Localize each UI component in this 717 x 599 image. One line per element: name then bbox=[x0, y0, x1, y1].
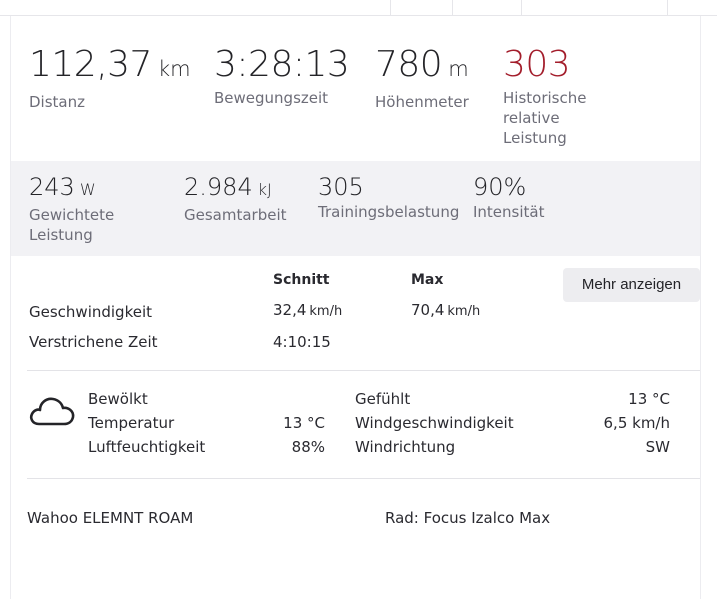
stat-moving-time: 3:28:13 Bewegungszeit bbox=[214, 44, 350, 108]
stat-distance: 112,37 km Distanz bbox=[29, 45, 191, 112]
stat-total-work-value: 2.984 bbox=[184, 173, 253, 201]
stat-elevation-unit: m bbox=[448, 57, 469, 81]
label-line: relative bbox=[503, 109, 560, 127]
speed-max-value: 70,4 bbox=[411, 301, 445, 319]
panel-right-border bbox=[700, 16, 701, 599]
stat-total-work-unit: kJ bbox=[257, 180, 272, 199]
label-line: Gewichtete bbox=[29, 206, 115, 224]
stat-weighted-power-unit: W bbox=[79, 180, 96, 199]
feels-like-value: 13 °C bbox=[628, 390, 670, 408]
wind-direction-value: SW bbox=[645, 438, 670, 456]
show-more-button[interactable]: Mehr anzeigen bbox=[563, 268, 700, 302]
device-name: Wahoo ELEMNT ROAM bbox=[27, 509, 194, 527]
speed-max-unit: km/h bbox=[447, 304, 481, 319]
stat-elevation-value: 780 bbox=[375, 44, 443, 85]
wind-speed-label: Windgeschwindigkeit bbox=[355, 414, 514, 432]
label-line: Leistung bbox=[29, 226, 93, 244]
speed-max: 70,4 km/h bbox=[411, 300, 480, 322]
label-line: Leistung bbox=[503, 129, 567, 147]
row-label-speed: Geschwindigkeit bbox=[29, 303, 153, 321]
stat-weighted-power: 243 W Gewichtete Leistung bbox=[29, 173, 114, 245]
cloud-icon bbox=[29, 397, 75, 426]
top-tab-strip bbox=[0, 0, 717, 16]
label-line: Historische bbox=[503, 89, 587, 107]
stat-moving-time-value: 3:28:13 bbox=[214, 44, 350, 85]
stat-training-load-label: Trainingsbelastung bbox=[318, 203, 460, 221]
secondary-stats-band bbox=[11, 161, 700, 256]
humidity-label: Luftfeuchtigkeit bbox=[88, 438, 206, 456]
stat-weighted-power-value: 243 bbox=[29, 173, 75, 201]
stat-training-load: 305 Trainingsbelastung bbox=[318, 173, 459, 222]
temperature-label: Temperatur bbox=[88, 414, 175, 432]
speed-average-value: 32,4 bbox=[273, 301, 307, 319]
stat-training-load-value: 305 bbox=[318, 173, 364, 201]
feels-like-label: Gefühlt bbox=[355, 390, 411, 408]
temperature-value: 13 °C bbox=[283, 414, 325, 432]
stat-distance-unit: km bbox=[157, 57, 191, 81]
column-header-average: Schnitt bbox=[273, 272, 330, 288]
divider bbox=[27, 478, 700, 479]
stat-relative-effort-label: Historische relative Leistung bbox=[503, 88, 586, 148]
elapsed-time-value: 4:10:15 bbox=[273, 333, 331, 351]
stat-total-work-label: Gesamtarbeit bbox=[184, 206, 287, 224]
stat-intensity-value: 90% bbox=[473, 173, 527, 201]
stat-relative-effort[interactable]: 303 Historische relative Leistung bbox=[503, 45, 586, 148]
stat-intensity-label: Intensität bbox=[473, 203, 545, 221]
weather-condition: Bewölkt bbox=[88, 390, 148, 408]
stat-intensity: 90% Intensität bbox=[473, 173, 544, 222]
wind-direction-label: Windrichtung bbox=[355, 438, 456, 456]
bike-name[interactable]: Rad: Focus Izalco Max bbox=[385, 509, 551, 527]
divider bbox=[27, 370, 700, 371]
speed-average-unit: km/h bbox=[309, 304, 343, 319]
stat-distance-label: Distanz bbox=[29, 93, 85, 111]
stat-moving-time-label: Bewegungszeit bbox=[214, 89, 329, 107]
stat-elevation-label: Höhenmeter bbox=[375, 93, 469, 111]
stat-relative-effort-value: 303 bbox=[503, 44, 571, 85]
panel-left-border bbox=[10, 16, 11, 599]
speed-average: 32,4 km/h bbox=[273, 300, 342, 322]
stat-weighted-power-label: Gewichtete Leistung bbox=[29, 205, 114, 245]
wind-speed-value: 6,5 km/h bbox=[603, 414, 670, 432]
humidity-value: 88% bbox=[291, 438, 325, 456]
stat-elevation: 780 m Höhenmeter bbox=[375, 45, 469, 112]
column-header-max: Max bbox=[411, 272, 444, 288]
stat-distance-value: 112,37 bbox=[29, 44, 152, 85]
stat-total-work: 2.984 kJ Gesamtarbeit bbox=[184, 173, 287, 225]
row-label-elapsed-time: Verstrichene Zeit bbox=[29, 333, 158, 351]
